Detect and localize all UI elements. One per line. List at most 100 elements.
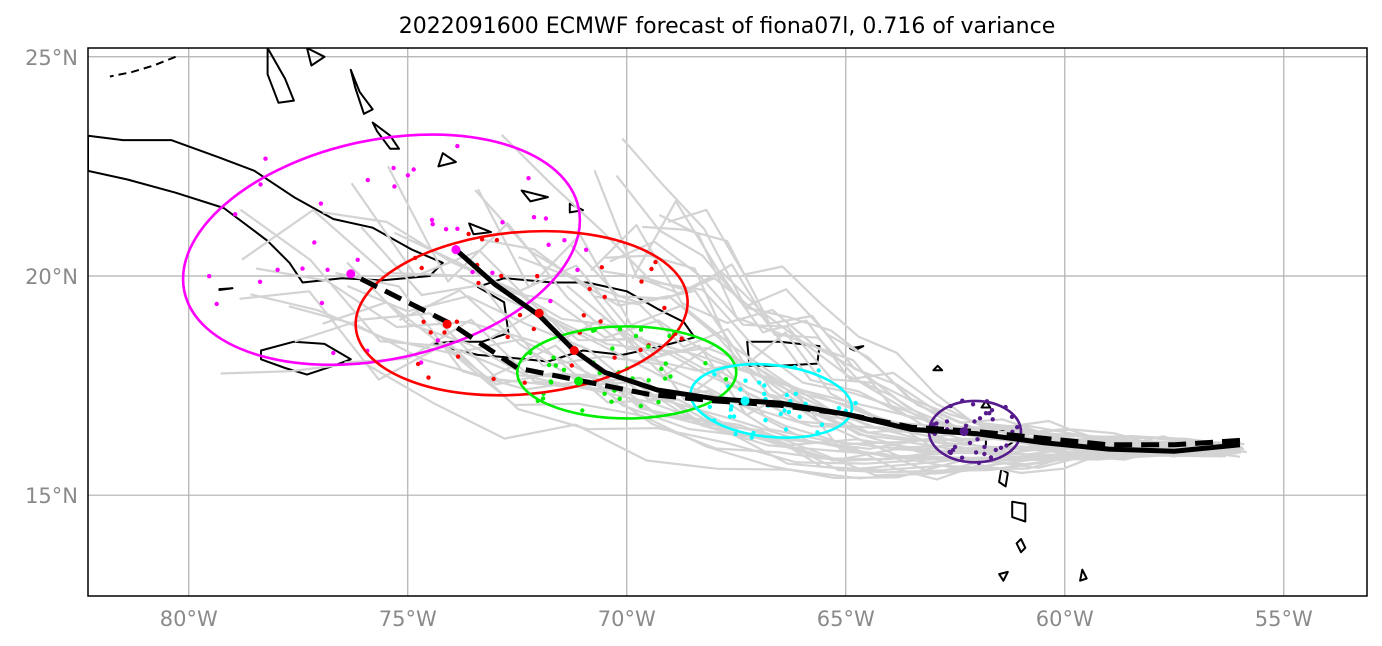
cluster-member-point <box>1004 443 1009 448</box>
cluster-member-point <box>598 319 603 324</box>
track-cluster-marker <box>451 245 461 255</box>
cluster-member-point <box>455 354 461 359</box>
cluster-member-point <box>207 274 212 279</box>
cluster-member-point <box>535 273 540 279</box>
cluster-member-point <box>727 414 733 419</box>
cluster-member-point <box>443 227 449 232</box>
track-cluster-marker <box>574 376 584 386</box>
track-cluster-marker <box>442 319 452 329</box>
cluster-member-point <box>853 400 858 406</box>
cluster-member-point <box>562 238 567 243</box>
coastline <box>468 222 492 236</box>
cluster-member-point <box>762 391 767 396</box>
cluster-member-point <box>415 361 421 367</box>
cluster-member-point <box>546 242 551 247</box>
coastline <box>218 287 234 291</box>
cluster-member-point <box>707 404 712 409</box>
cluster-member-point <box>365 177 370 183</box>
coastline <box>306 48 326 67</box>
cluster-member-point <box>975 437 980 442</box>
cluster-member-point <box>548 298 553 304</box>
cluster-member-point <box>786 409 792 415</box>
cluster-member-point <box>355 257 360 262</box>
cluster-member-point <box>331 350 336 356</box>
grid-lines <box>88 48 1367 596</box>
cluster-member-point <box>819 422 825 427</box>
cluster-member-point <box>638 347 643 353</box>
cluster-member-point <box>587 286 592 292</box>
cluster-member-point <box>988 455 994 460</box>
cluster-member-point <box>990 417 995 422</box>
coastline <box>1011 500 1027 523</box>
cluster-member-point <box>442 330 447 335</box>
lat-tick-label: 25°N <box>25 46 78 70</box>
ensemble-member-track <box>510 288 1225 459</box>
cluster-member-point <box>793 391 798 396</box>
ensemble-member-track <box>360 226 1209 457</box>
cluster-member-point <box>319 300 325 306</box>
cluster-member-point <box>972 419 977 424</box>
cluster-member-point <box>551 355 556 360</box>
ensemble-mean-track-dashed <box>349 271 1241 448</box>
lat-tick-label: 20°N <box>25 265 78 289</box>
ensemble-member-track <box>595 295 1213 471</box>
cluster-member-point <box>540 396 546 401</box>
cluster-member-point <box>546 362 552 368</box>
cluster-member-point <box>494 237 500 243</box>
coastline <box>349 68 374 115</box>
cluster-member-point <box>548 379 553 384</box>
axis-tick-labels: 80°W 75°W 70°W 65°W 60°W 55°W 15°N 20°N 25°N <box>25 46 1313 631</box>
cluster-member-point <box>454 319 460 324</box>
cluster-member-point <box>778 411 783 417</box>
cluster-member-point <box>663 376 668 381</box>
cluster-member-point <box>581 313 586 318</box>
ensemble-member-track <box>621 137 1196 446</box>
cluster-member-point <box>470 269 475 275</box>
cluster-member-point <box>569 363 574 368</box>
cluster-member-point <box>543 216 549 221</box>
cluster-member-point <box>411 167 416 172</box>
cluster-member-point <box>491 376 496 382</box>
cluster-member-point <box>743 378 748 383</box>
cluster-member-point <box>783 427 789 432</box>
lon-tick-label: 75°W <box>379 607 437 631</box>
cluster-member-point <box>733 431 738 437</box>
cluster-member-point <box>561 367 567 372</box>
cluster-member-point <box>612 355 617 360</box>
cluster-member-point <box>973 450 979 455</box>
cluster-member-point <box>970 402 976 407</box>
cluster-member-point <box>738 387 743 392</box>
cluster-member-point <box>392 184 397 189</box>
cluster-member-point <box>982 444 987 450</box>
cluster-member-point <box>679 336 684 341</box>
cluster-member-point <box>836 405 842 411</box>
plot-frame <box>87 47 1368 597</box>
cluster-member-point <box>429 217 435 223</box>
cluster-member-point <box>749 435 754 440</box>
lat-tick-label: 15°N <box>25 484 78 508</box>
lon-tick-label: 65°W <box>817 607 875 631</box>
cluster-member-point <box>762 383 767 388</box>
cluster-member-point <box>391 165 396 171</box>
cluster-member-point <box>531 215 537 220</box>
cluster-member-point <box>430 222 435 227</box>
chart-title: 2022091600 ECMWF forecast of fiona07l, 0… <box>399 14 1056 39</box>
cluster-member-point <box>667 333 672 339</box>
cluster-member-point <box>428 330 433 335</box>
track-cluster-marker <box>569 345 579 355</box>
cluster-member-point <box>257 279 263 284</box>
cluster-member-point <box>977 416 983 421</box>
cluster-member-point <box>639 279 644 284</box>
cluster-member-point <box>455 143 460 149</box>
cluster-member-point <box>646 344 651 349</box>
cluster-member-point <box>729 404 734 409</box>
cluster-member-point <box>258 182 263 187</box>
cluster-member-point <box>553 363 558 368</box>
cluster-member-point <box>517 312 523 318</box>
cluster-member-point <box>526 176 531 181</box>
coastline <box>998 467 1009 488</box>
cluster-member-point <box>663 361 668 366</box>
coastline <box>88 134 444 284</box>
cluster-member-point <box>947 449 952 455</box>
